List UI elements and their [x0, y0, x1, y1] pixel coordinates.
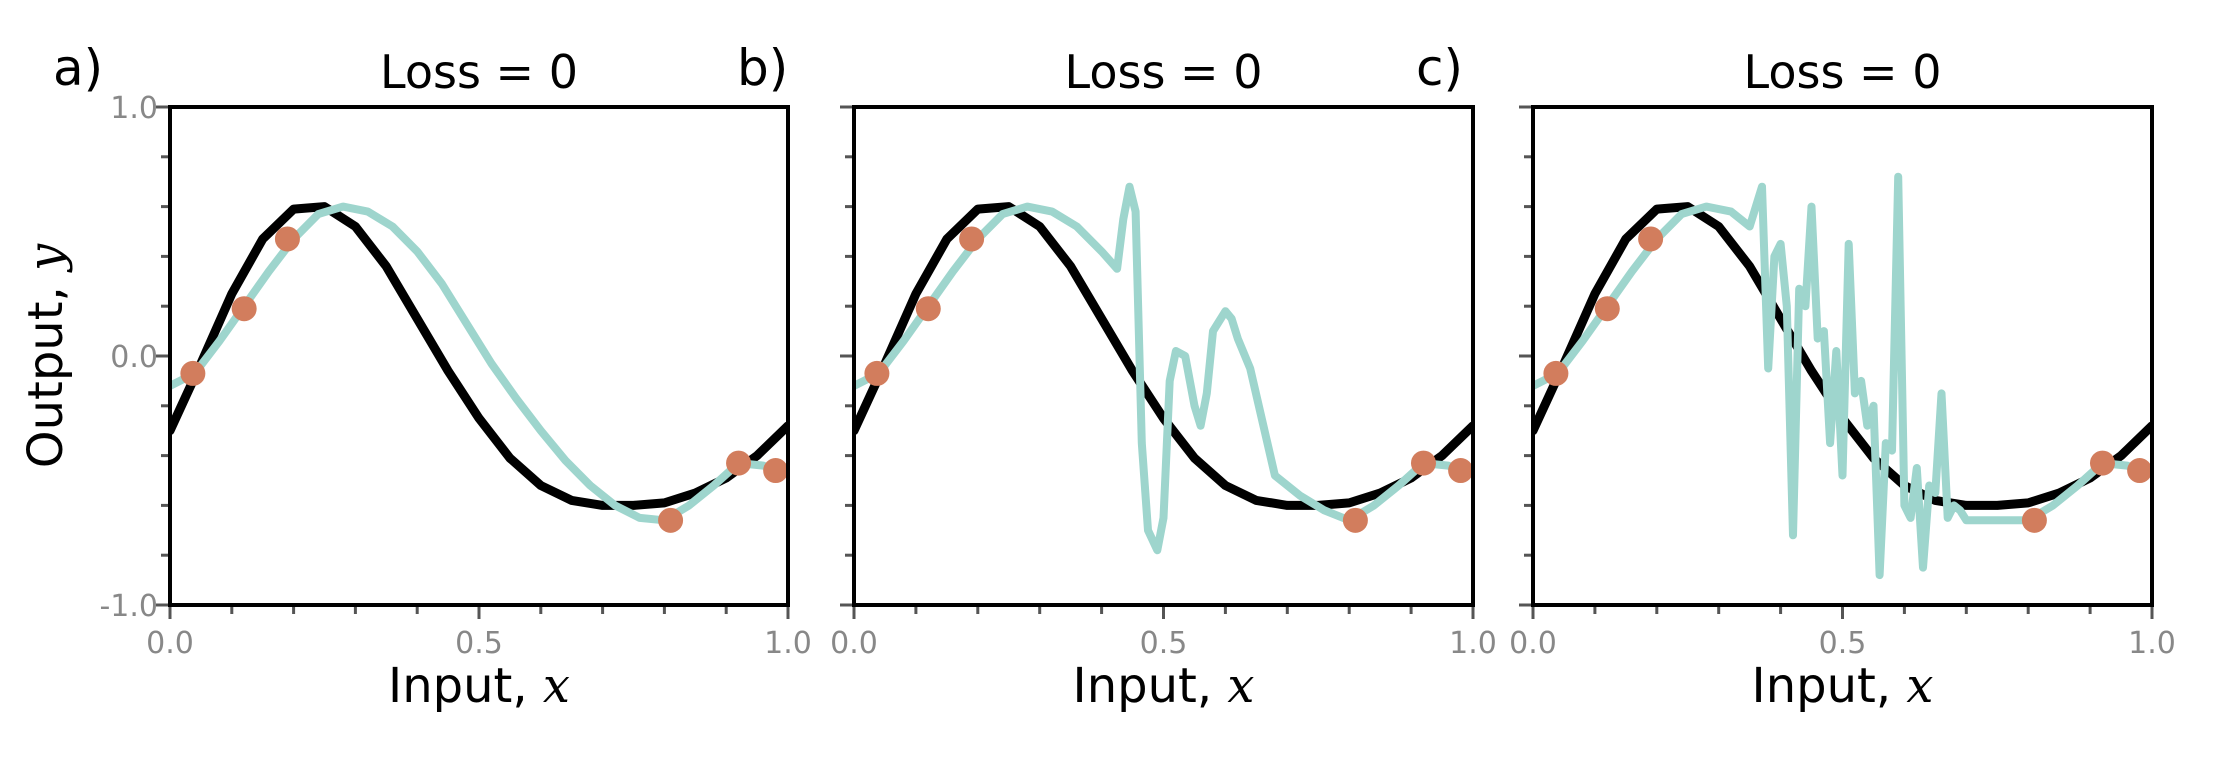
x-axis-label: Input, x — [1073, 658, 1255, 714]
data-point — [864, 360, 890, 386]
panel-title: Loss = 0 — [1744, 45, 1942, 99]
panel-3: c) Loss = 0 0.0 0.5 1.0 Input, x — [1416, 39, 2176, 714]
plot-area — [854, 182, 1473, 555]
y-tick-label: 0.0 — [110, 340, 158, 375]
model-fit-line — [170, 202, 788, 525]
data-point — [1543, 360, 1569, 386]
y-axis-label: Output, y — [18, 243, 74, 468]
model-fit-line — [854, 182, 1473, 555]
panel-label: a) — [53, 39, 103, 97]
data-point — [726, 450, 752, 476]
plot-frame — [1531, 105, 2154, 607]
x-tick-label: 0.5 — [1819, 626, 1867, 661]
data-point — [763, 458, 789, 484]
data-point — [2127, 458, 2153, 484]
data-point — [1410, 450, 1436, 476]
x-axis-label: Input, x — [1752, 658, 1934, 714]
x-tick-label: 0.5 — [1140, 626, 1188, 661]
panel-2: b) Loss = 0 0.0 0.5 1.0 Input, x — [737, 39, 1497, 714]
data-point — [2021, 507, 2047, 533]
x-tick-label: 0.0 — [1509, 626, 1557, 661]
data-point — [959, 226, 985, 252]
data-point — [658, 507, 684, 533]
data-point — [1638, 226, 1664, 252]
data-point — [274, 226, 300, 252]
plot-area — [170, 202, 788, 525]
data-point — [1448, 458, 1474, 484]
x-tick-label: 1.0 — [2128, 626, 2176, 661]
true-function-line — [854, 202, 1473, 510]
x-axis-label: Input, x — [388, 658, 570, 714]
x-tick-label: 0.5 — [455, 626, 503, 661]
data-point — [180, 360, 206, 386]
plot-frame — [852, 105, 1475, 607]
x-tick-label: 1.0 — [764, 626, 812, 661]
data-point — [231, 296, 257, 322]
data-point — [2089, 450, 2115, 476]
panel-title: Loss = 0 — [380, 45, 578, 99]
data-point — [1594, 296, 1620, 322]
panel-label: b) — [737, 39, 788, 97]
y-tick-label: 1.0 — [110, 91, 158, 126]
x-tick-label: 0.0 — [146, 626, 194, 661]
plot-area — [1533, 172, 2152, 580]
x-tick-label: 0.0 — [830, 626, 878, 661]
data-point — [915, 296, 941, 322]
panel-title: Loss = 0 — [1065, 45, 1263, 99]
true-function-line — [170, 202, 788, 510]
x-tick-label: 1.0 — [1449, 626, 1497, 661]
model-fit-line — [1533, 172, 2152, 580]
plot-frame — [168, 105, 790, 607]
y-tick-label: -1.0 — [99, 589, 158, 624]
data-point — [1342, 507, 1368, 533]
panel-label: c) — [1416, 39, 1463, 97]
